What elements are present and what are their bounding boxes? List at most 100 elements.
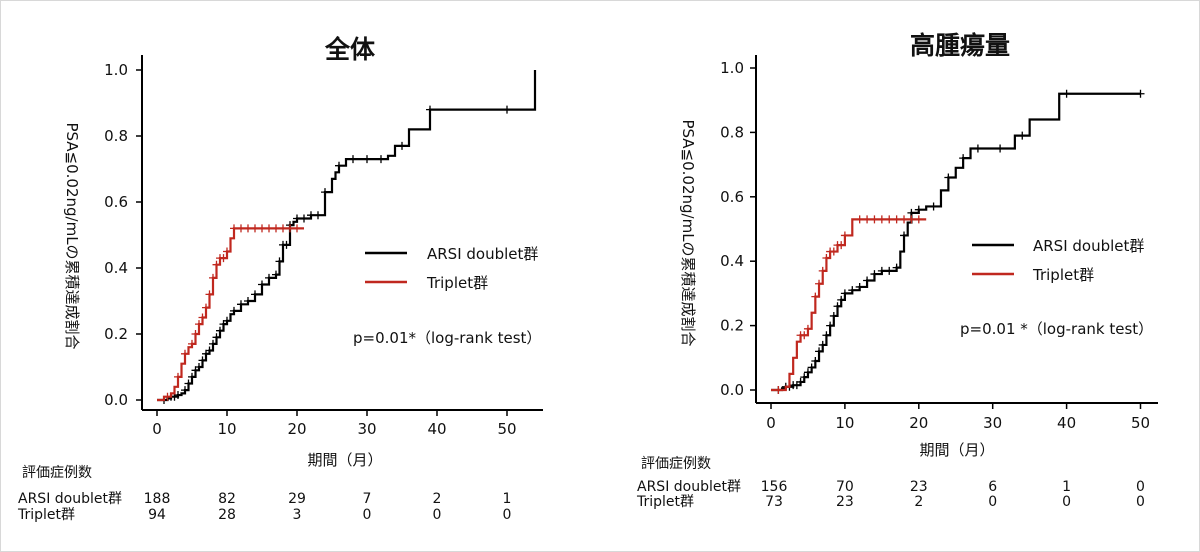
censor-mark-triplet bbox=[822, 253, 831, 262]
censor-mark-triplet bbox=[237, 224, 245, 233]
x-axis-label: 期間（月） bbox=[919, 441, 994, 459]
censor-mark-arsi-doublet bbox=[815, 347, 824, 356]
y-tick-label: 0.8 bbox=[720, 123, 744, 141]
censor-mark-arsi-doublet bbox=[321, 188, 329, 197]
censor-mark-arsi-doublet bbox=[929, 202, 938, 211]
censor-mark-arsi-doublet bbox=[272, 270, 280, 279]
risk-count: 0 bbox=[988, 494, 997, 510]
censor-mark-arsi-doublet bbox=[212, 333, 221, 342]
y-tick-label: 0.2 bbox=[720, 317, 744, 335]
censor-mark-triplet bbox=[293, 224, 301, 233]
censor-mark-arsi-doublet bbox=[307, 211, 315, 220]
risk-row-label-arsi: ARSI doublet群 bbox=[637, 479, 741, 495]
censor-mark-arsi-doublet bbox=[335, 161, 343, 170]
censor-mark-arsi-doublet bbox=[398, 141, 406, 150]
censor-mark-arsi-doublet bbox=[282, 240, 291, 249]
censor-mark-arsi-doublet bbox=[314, 211, 322, 220]
censor-mark-arsi-doublet bbox=[973, 144, 982, 153]
censor-mark-arsi-doublet bbox=[840, 289, 849, 298]
x-tick-label: 0 bbox=[152, 420, 162, 438]
y-tick-label: 0.8 bbox=[104, 127, 128, 145]
censor-mark-arsi-doublet bbox=[900, 231, 909, 240]
censor-mark-triplet bbox=[279, 224, 287, 233]
censor-mark-triplet bbox=[272, 224, 280, 233]
censor-mark-arsi-doublet bbox=[181, 386, 189, 395]
censor-mark-arsi-doublet bbox=[258, 280, 266, 289]
risk-count: 156 bbox=[761, 479, 788, 495]
p-value-annotation: p=0.01 *（log-rank test） bbox=[960, 320, 1153, 338]
risk-table-header: 評価症例数 bbox=[22, 465, 92, 481]
censor-mark-arsi-doublet bbox=[803, 368, 812, 377]
risk-count: 70 bbox=[836, 479, 854, 495]
legend: ARSI doublet群 Triplet群 bbox=[365, 245, 538, 292]
y-tick-label: 0.4 bbox=[104, 259, 128, 277]
censor-mark-triplet bbox=[230, 224, 238, 233]
risk-count: 1 bbox=[1062, 479, 1071, 495]
x-tick-label: 40 bbox=[427, 420, 446, 438]
risk-count: 28 bbox=[218, 507, 236, 523]
risk-count: 0 bbox=[363, 507, 372, 523]
censor-mark-triplet bbox=[205, 290, 214, 299]
censor-mark-triplet bbox=[188, 339, 196, 348]
y-axis: 0.0 0.2 0.4 0.6 0.8 1.0 PSA≦0.02ng/mLの累積達成割合 bbox=[63, 55, 143, 410]
censor-mark-arsi-doublet bbox=[870, 270, 879, 279]
censor-mark-arsi-doublet bbox=[877, 266, 886, 275]
risk-count: 29 bbox=[288, 491, 306, 507]
censor-mark-triplet bbox=[223, 247, 231, 256]
risk-count: 23 bbox=[836, 494, 854, 510]
x-tick-label: 30 bbox=[357, 420, 376, 438]
censor-mark-triplet bbox=[195, 320, 203, 329]
censor-mark-triplet bbox=[863, 215, 872, 224]
legend: ARSI doublet群 Triplet群 bbox=[972, 237, 1144, 284]
x-tick-label: 50 bbox=[497, 420, 516, 438]
y-tick-label: 1.0 bbox=[104, 61, 128, 79]
censor-mark-arsi-doublet bbox=[300, 214, 308, 223]
y-axis-label: PSA≦0.02ng/mLの累積達成割合 bbox=[63, 122, 81, 349]
censor-mark-triplet bbox=[837, 241, 846, 250]
x-tick-label: 10 bbox=[217, 420, 236, 438]
censor-mark-triplet bbox=[286, 224, 294, 233]
censor-mark-arsi-doublet bbox=[811, 357, 820, 366]
series-line-arsi-doublet bbox=[157, 70, 537, 402]
censor-mark-arsi-doublet bbox=[205, 346, 214, 355]
censor-mark-arsi-doublet bbox=[377, 155, 385, 164]
x-tick-label: 40 bbox=[1057, 414, 1076, 432]
x-axis: 0 10 20 30 40 50 期間（月） bbox=[142, 409, 543, 469]
censor-mark-arsi-doublet bbox=[174, 391, 182, 400]
censor-mark-triplet bbox=[900, 215, 909, 224]
censor-mark-arsi-doublet bbox=[198, 356, 207, 365]
risk-count: 1 bbox=[503, 491, 512, 507]
risk-count: 0 bbox=[1136, 479, 1145, 495]
risk-count: 0 bbox=[503, 507, 512, 523]
y-ticks: 0.0 0.2 0.4 0.6 0.8 1.0 bbox=[104, 61, 142, 409]
censor-mark-arsi-doublet bbox=[822, 331, 831, 340]
chart-title: 高腫瘍量 bbox=[910, 31, 1010, 60]
censor-mark-triplet bbox=[877, 215, 886, 224]
censor-mark-arsi-doublet bbox=[251, 290, 259, 299]
censor-mark-arsi-doublet bbox=[230, 306, 238, 315]
chart-panel-high-volume: 高腫瘍量 0.0 0.2 0.4 0.6 0.8 1.0 PSA≦0.02ng/mLの累積… bbox=[636, 31, 1158, 510]
censor-mark-triplet bbox=[811, 292, 820, 301]
legend-label-triplet: Triplet群 bbox=[426, 274, 488, 292]
censor-mark-arsi-doublet bbox=[426, 105, 434, 114]
censor-mark-arsi-doublet bbox=[184, 379, 193, 388]
censor-mark-arsi-doublet bbox=[1018, 131, 1027, 140]
x-tick-label: 20 bbox=[287, 420, 306, 438]
censor-mark-arsi-doublet bbox=[188, 372, 196, 381]
censor-mark-arsi-doublet bbox=[1062, 89, 1071, 98]
censor-mark-arsi-doublet bbox=[996, 144, 1005, 153]
x-tick-label: 30 bbox=[983, 414, 1002, 432]
risk-count: 0 bbox=[1136, 494, 1145, 510]
risk-count: 0 bbox=[1062, 494, 1071, 510]
risk-count: 188 bbox=[144, 491, 171, 507]
y-tick-label: 0.4 bbox=[720, 252, 744, 270]
censor-mark-triplet bbox=[907, 215, 916, 224]
y-axis: 0.0 0.2 0.4 0.6 0.8 1.0 PSA≦0.02ng/mLの累積達成割合 bbox=[679, 55, 757, 403]
censor-mark-triplet bbox=[800, 331, 809, 340]
censor-mark-triplet bbox=[855, 215, 864, 224]
censor-mark-arsi-doublet bbox=[244, 297, 252, 305]
censor-mark-arsi-doublet bbox=[959, 154, 968, 163]
censor-mark-triplet bbox=[181, 349, 189, 358]
y-tick-label: 0.0 bbox=[104, 391, 128, 409]
